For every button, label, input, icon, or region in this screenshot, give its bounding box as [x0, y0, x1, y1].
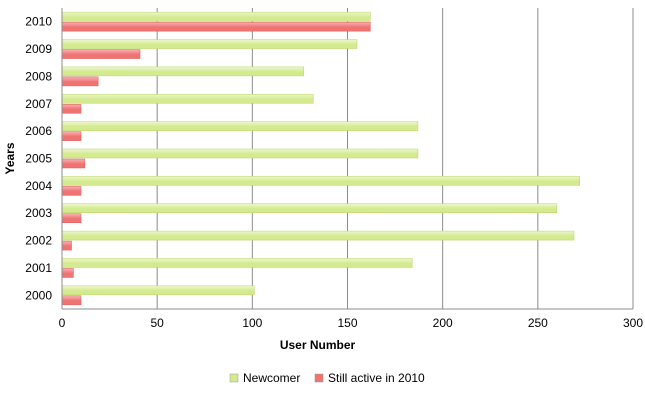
bar-newcomer-2006	[61, 121, 419, 131]
x-tick-label-0: 0	[59, 316, 66, 330]
bar-still-active-2005	[61, 158, 86, 169]
bar-still-active-2003	[61, 213, 82, 223]
bar-newcomer-2008	[61, 66, 304, 77]
bar-still-active-2006	[61, 131, 82, 141]
y-tick-label-2010: 2010	[25, 15, 52, 29]
legend-item-newcomer-label: Newcomer	[243, 371, 300, 385]
legend: Newcomer Still active in 2010	[229, 371, 425, 385]
y-tick-label-2002: 2002	[25, 234, 52, 248]
bar-newcomer-2007	[61, 94, 314, 104]
bar-still-active-2007	[61, 104, 82, 114]
bar-newcomer-2009	[61, 39, 358, 49]
x-tick-label-100: 100	[242, 316, 262, 330]
bar-still-active-2010	[61, 21, 371, 32]
legend-item-still-active-swatch	[314, 373, 324, 383]
y-tick-label-2005: 2005	[25, 152, 52, 166]
y-tick-label-2003: 2003	[25, 206, 52, 220]
bar-newcomer-2005	[61, 148, 419, 159]
bar-newcomer-2000	[61, 285, 255, 296]
y-tick-label-2008: 2008	[25, 69, 52, 83]
x-tick-label-200: 200	[433, 316, 453, 330]
legend-item-still-active-label: Still active in 2010	[328, 371, 425, 385]
y-tick-label-2009: 2009	[25, 42, 52, 56]
bar-newcomer-2003	[61, 203, 558, 213]
bar-still-active-2004	[61, 186, 82, 196]
bars	[61, 11, 580, 306]
bar-still-active-2001	[61, 268, 74, 278]
y-tick-label-2000: 2000	[25, 288, 52, 302]
bar-still-active-2009	[61, 49, 141, 59]
x-tick-label-50: 50	[150, 316, 164, 330]
y-axis-title: Years	[3, 142, 17, 174]
bar-still-active-2000	[61, 295, 82, 306]
bar-newcomer-2001	[61, 258, 413, 268]
x-tick-label-300: 300	[623, 316, 643, 330]
bar-newcomer-2010	[61, 11, 371, 22]
y-tick-label-2007: 2007	[25, 97, 52, 111]
bar-still-active-2002	[61, 240, 72, 251]
axes: 0 50 100 150 200 250 300 2000 2001 2002 2003 2004 20…	[3, 8, 643, 352]
y-tick-label-2001: 2001	[25, 261, 52, 275]
legend-item-newcomer-swatch	[229, 373, 239, 383]
x-tick-label-250: 250	[528, 316, 548, 330]
y-tick-label-2004: 2004	[25, 179, 52, 193]
bar-newcomer-2002	[61, 230, 575, 241]
x-tick-label-150: 150	[337, 316, 357, 330]
y-tick-label-2006: 2006	[25, 124, 52, 138]
bar-newcomer-2004	[61, 176, 580, 186]
bar-still-active-2008	[61, 76, 99, 87]
x-axis-title: User Number	[280, 338, 356, 352]
